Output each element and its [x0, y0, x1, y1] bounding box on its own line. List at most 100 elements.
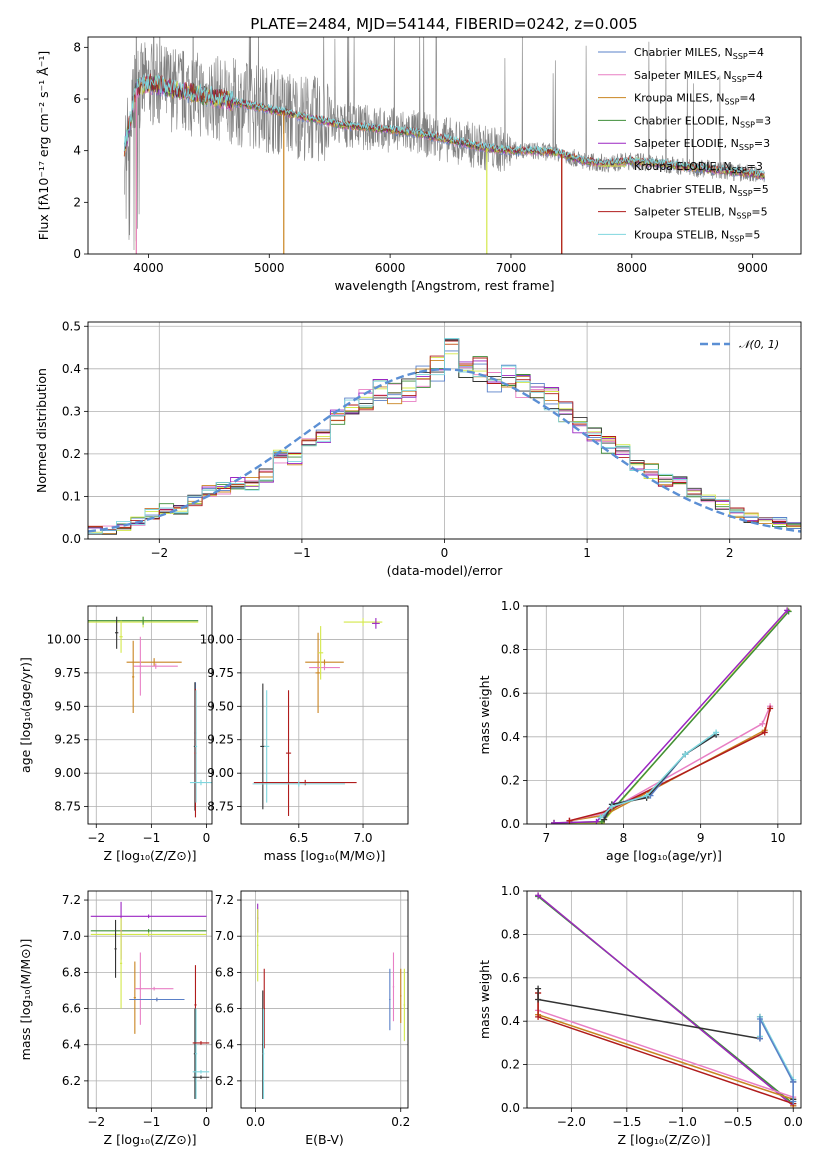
y-tick-label: 1.0: [501, 884, 520, 898]
y-tick-label: 0.0: [501, 817, 520, 831]
x-tick-label: −1: [143, 831, 161, 845]
plot-area-weight-vs-age: [551, 607, 792, 824]
x-tick-label: −1: [293, 546, 311, 560]
mass-weight-point: [601, 816, 608, 823]
mass-weight-point: [790, 1078, 797, 1085]
x-tick-label: 9: [697, 831, 705, 845]
x-tick-label: 1: [583, 546, 591, 560]
y-tick-label: 6.8: [62, 965, 81, 979]
plot-area-weight-vs-z: [535, 892, 797, 1108]
axes-frame: [87, 890, 213, 1109]
x-tick-label: 2: [726, 546, 734, 560]
y-tick-label: 6.6: [62, 1002, 81, 1016]
mass-weight-point: [759, 720, 766, 727]
mass-weight-point: [535, 985, 542, 992]
model-spectrum-line: [123, 74, 765, 177]
mass-weight-line: [569, 708, 771, 822]
y-tick-label: 7.0: [62, 929, 81, 943]
y-tick-label: 6.8: [215, 965, 234, 979]
plot-area-age-vs-mass: [252, 618, 383, 816]
x-tick-label: 0: [203, 1115, 211, 1129]
y-tick-label: 8.75: [207, 800, 234, 814]
x-tick-label: 6.5: [289, 831, 308, 845]
x-tick-label: 7: [542, 831, 550, 845]
y-tick-label: 9.50: [207, 699, 234, 713]
mass-weight-point: [566, 817, 573, 824]
y-tick-label: 0.6: [501, 971, 520, 985]
y-tick-label: 0.8: [501, 927, 520, 941]
legend-entry: Kroupa STELIB, NSSP=5: [634, 228, 760, 243]
mass-weight-line: [553, 611, 790, 824]
axes-weight-vs-age: 7 8 9 10 0.0 0.2 0.4 0.6 0.8 1.0 age [log₁₀(age/yr…: [477, 599, 802, 863]
mass-weight-line: [537, 988, 794, 1100]
y-tick-label: 6.4: [62, 1038, 81, 1052]
mass-weight-point: [551, 819, 558, 824]
axes-frame: [240, 890, 409, 1109]
y-tick-label: 6.2: [62, 1074, 81, 1088]
x-axis-label: (data-model)/error: [387, 563, 504, 578]
legend-entry: Kroupa ELODIE, NSSP=3: [634, 160, 763, 175]
y-tick-label: 9.00: [54, 766, 81, 780]
mass-weight-point: [597, 814, 604, 821]
residual-histogram-step: [88, 338, 801, 534]
mass-weight-point: [790, 1098, 797, 1105]
axes-frame: [526, 890, 802, 1109]
plot-area-mass-vs-ebv: [256, 903, 406, 1099]
y-tick-label: 0.4: [501, 730, 520, 744]
mass-weight-point: [784, 607, 791, 614]
x-tick-label: 7000: [496, 261, 527, 275]
x-tick-label: 5000: [254, 261, 285, 275]
x-tick-label: 0.2: [391, 1115, 410, 1129]
legend-entry: Chabrier MILES, NSSP=4: [634, 46, 764, 61]
plot-area-mass-vs-z: [90, 901, 210, 1099]
plot-area-spectrum: [123, 37, 765, 254]
x-axis-label: Z [log₁₀(Z/Z⊙)]: [104, 1132, 197, 1147]
legend-entry: Chabrier ELODIE, NSSP=3: [634, 114, 771, 129]
y-tick-label: 4: [73, 144, 81, 158]
y-axis-label: mass weight: [477, 675, 492, 754]
x-tick-label: 0.0: [784, 1115, 803, 1129]
x-tick-label: 6000: [375, 261, 406, 275]
plot-area-age-vs-z: [88, 616, 212, 818]
legend-entry: 𝒩(0, 1): [739, 338, 779, 351]
y-tick-label: 0.0: [501, 1101, 520, 1115]
y-tick-label: 10.00: [200, 632, 234, 646]
mass-weight-line: [569, 705, 771, 822]
x-tick-label: −2: [150, 546, 168, 560]
y-tick-label: 9.25: [54, 733, 81, 747]
x-axis-label: E(B-V): [305, 1132, 344, 1147]
x-tick-label: −1: [143, 1115, 161, 1129]
x-axis-label: wavelength [Angstrom, rest frame]: [334, 278, 554, 293]
mass-weight-point: [761, 729, 768, 736]
mass-weight-point: [756, 1035, 763, 1042]
mass-weight-point: [682, 751, 689, 758]
y-tick-label: 0.6: [501, 686, 520, 700]
plot-area-residuals: [88, 338, 801, 535]
y-tick-label: 0.2: [501, 773, 520, 787]
normal-curve: [88, 368, 801, 533]
axes-frame: [240, 605, 409, 825]
y-tick-label: 0.2: [62, 447, 81, 461]
y-tick-label: 2: [73, 195, 81, 209]
x-tick-label: −2: [87, 1115, 105, 1129]
y-tick-label: 9.25: [207, 733, 234, 747]
x-tick-label: 4000: [133, 261, 164, 275]
y-tick-label: 0: [73, 247, 81, 261]
y-tick-label: 6.6: [215, 1002, 234, 1016]
axes-frame: [87, 321, 802, 540]
mass-weight-point: [608, 803, 615, 810]
y-tick-label: 6.4: [215, 1038, 234, 1052]
mass-weight-point: [767, 705, 774, 712]
y-axis-label: mass [log₁₀(M/M⊙)]: [18, 939, 33, 1061]
mass-weight-point: [535, 996, 542, 1003]
mass-weight-line: [537, 993, 794, 1106]
y-tick-label: 0.8: [501, 643, 520, 657]
axes-weight-vs-z: −2.0 −1.5 −1.0 −0.5 0.0 0.0 0.2 0.4 0.6 0.8 1.0 Z […: [477, 884, 803, 1147]
y-tick-label: 7.2: [215, 893, 234, 907]
y-tick-label: 10.00: [47, 632, 81, 646]
axes-residuals: −2 −1 0 1 2 0.0 0.1 0.2 0.3 0.4 0.5 (data-model)/er…: [34, 319, 802, 578]
x-tick-label: 8000: [617, 261, 648, 275]
y-tick-label: 7.0: [215, 929, 234, 943]
y-tick-label: 0.4: [501, 1014, 520, 1028]
